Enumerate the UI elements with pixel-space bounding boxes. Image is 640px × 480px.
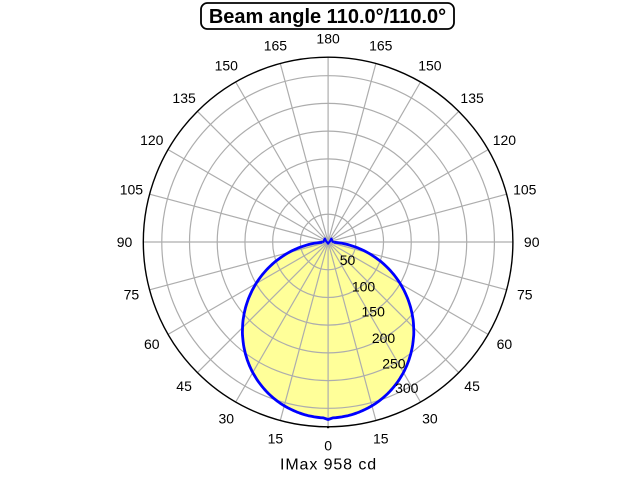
svg-text:150: 150 (362, 304, 386, 320)
svg-text:300: 300 (395, 380, 419, 396)
svg-text:165: 165 (369, 37, 393, 53)
svg-text:15: 15 (373, 431, 389, 447)
svg-text:250: 250 (382, 356, 406, 372)
svg-text:60: 60 (497, 336, 513, 352)
svg-text:75: 75 (517, 287, 533, 303)
svg-text:165: 165 (264, 37, 288, 53)
svg-text:30: 30 (219, 410, 235, 426)
svg-text:200: 200 (372, 330, 396, 346)
svg-text:120: 120 (140, 132, 164, 148)
svg-text:135: 135 (172, 90, 196, 106)
svg-text:45: 45 (464, 378, 480, 394)
svg-text:90: 90 (524, 234, 540, 250)
svg-text:75: 75 (124, 287, 140, 303)
svg-text:135: 135 (460, 90, 484, 106)
svg-text:Beam angle 110.0°/110.0°: Beam angle 110.0°/110.0° (209, 6, 446, 28)
svg-text:50: 50 (340, 252, 356, 268)
svg-text:120: 120 (493, 132, 517, 148)
svg-text:180: 180 (316, 30, 340, 46)
svg-text:IMax 958 cd: IMax 958 cd (280, 457, 377, 474)
svg-text:15: 15 (268, 431, 284, 447)
svg-text:150: 150 (215, 58, 239, 74)
svg-text:90: 90 (117, 234, 133, 250)
svg-text:30: 30 (422, 410, 438, 426)
svg-text:105: 105 (120, 181, 144, 197)
svg-text:105: 105 (513, 181, 537, 197)
svg-text:150: 150 (418, 58, 442, 74)
svg-text:0: 0 (324, 438, 332, 454)
svg-text:100: 100 (352, 278, 376, 294)
svg-text:45: 45 (176, 378, 192, 394)
svg-text:60: 60 (144, 336, 160, 352)
